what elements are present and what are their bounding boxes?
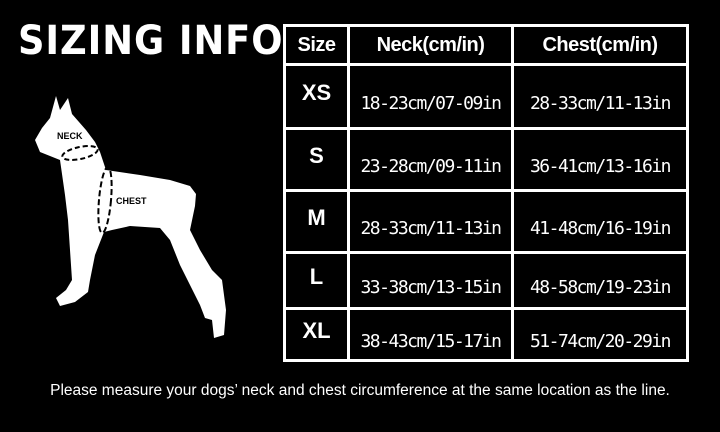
neck-cell: 23-28cm/09-11in xyxy=(347,127,514,192)
chest-cell: 28-33cm/11-13in xyxy=(511,63,689,130)
chest-measure-line xyxy=(97,166,113,234)
header-chest: Chest(cm/in) xyxy=(511,24,689,66)
size-cell: L xyxy=(283,251,350,310)
dog-silhouette: NECK CHEST xyxy=(35,96,226,338)
measurement-note: Please measure your dogs’ neck and chest… xyxy=(50,382,670,399)
chest-cell: 48-58cm/19-23in xyxy=(511,251,689,310)
table-row: XS 18-23cm/07-09in 28-33cm/11-13in xyxy=(283,63,689,130)
neck-cell: 38-43cm/15-17in xyxy=(347,307,514,362)
chest-label: CHEST xyxy=(116,196,147,206)
chest-cell: 51-74cm/20-29in xyxy=(511,307,689,362)
chest-cell: 41-48cm/16-19in xyxy=(511,189,689,254)
header-size: Size xyxy=(283,24,350,66)
table-row: S 23-28cm/09-11in 36-41cm/13-16in xyxy=(283,127,689,192)
size-cell: XL xyxy=(283,307,350,362)
size-table: Size Neck(cm/in) Chest(cm/in) XS 18-23cm… xyxy=(283,24,689,362)
page-title: SIZING INFO xyxy=(18,18,284,64)
header-neck: Neck(cm/in) xyxy=(347,24,514,66)
neck-cell: 18-23cm/07-09in xyxy=(347,63,514,130)
table-row: XL 38-43cm/15-17in 51-74cm/20-29in xyxy=(283,307,689,362)
table-row: L 33-38cm/13-15in 48-58cm/19-23in xyxy=(283,251,689,310)
chest-cell: 36-41cm/13-16in xyxy=(511,127,689,192)
size-cell: M xyxy=(283,189,350,254)
neck-label: NECK xyxy=(57,131,83,141)
table-row: M 28-33cm/11-13in 41-48cm/16-19in xyxy=(283,189,689,254)
neck-cell: 28-33cm/11-13in xyxy=(347,189,514,254)
neck-cell: 33-38cm/13-15in xyxy=(347,251,514,310)
size-cell: S xyxy=(283,127,350,192)
table-header-row: Size Neck(cm/in) Chest(cm/in) xyxy=(283,24,689,66)
size-cell: XS xyxy=(283,63,350,130)
